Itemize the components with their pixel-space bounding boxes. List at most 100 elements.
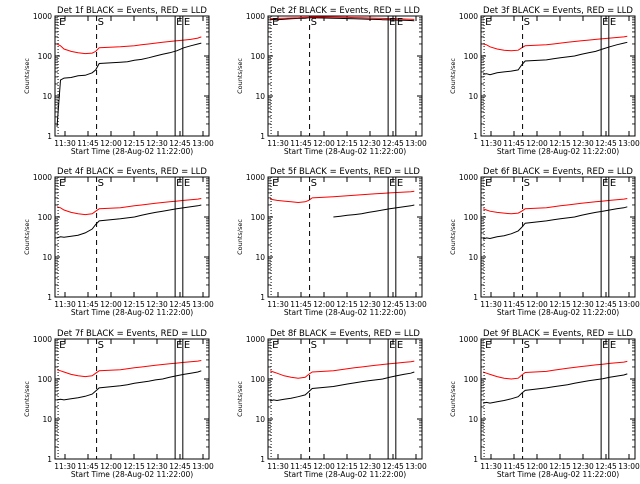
panel-title: Det 1f BLACK = Events, RED = LLD (57, 6, 207, 16)
series-line-lld (269, 16, 415, 20)
x-tick-label: 12:45 (382, 139, 404, 148)
panel-8: Det 8f BLACK = Events, RED = LLD 1 10 100 10… (236, 329, 427, 479)
y-axis-label: Counts/sec (236, 58, 244, 94)
y-tick-label: 10 (42, 415, 52, 424)
y-tick-label: 1000 (246, 12, 265, 21)
x-tick-label: 12:15 (336, 300, 358, 309)
panel-6: Det 6f BLACK = Events, RED = LLD 1 10 100 10… (449, 167, 640, 317)
y-tick-label: 10 (42, 92, 52, 101)
x-tick-label: 12:45 (382, 300, 404, 309)
x-tick-label: 13:00 (192, 300, 214, 309)
marker-label: E (602, 17, 608, 28)
x-tick-label: 12:15 (123, 462, 145, 471)
panel-7: Det 7f BLACK = Events, RED = LLD 1 10 100 10… (23, 329, 214, 479)
panel-1: Det 1f BLACK = Events, RED = LLD 1 10 100 10… (23, 6, 214, 156)
y-tick-label: 1000 (246, 335, 265, 344)
y-tick-label: 100 (464, 375, 479, 384)
panel-title: Det 3f BLACK = Events, RED = LLD (483, 6, 633, 16)
x-tick-label: 11:45 (77, 462, 99, 471)
panel-2: Det 2f BLACK = Events, RED = LLD 1 10 100 10… (236, 6, 427, 156)
x-tick-label: 12:30 (572, 300, 594, 309)
x-tick-label: 11:45 (503, 462, 525, 471)
marker-label: S (98, 178, 104, 189)
x-axis-label: Start Time (28-Aug-02 11:22:00) (71, 308, 193, 317)
x-tick-label: 13:00 (618, 300, 640, 309)
y-tick-label: 100 (251, 213, 266, 222)
y-axis-label: Counts/sec (23, 58, 31, 94)
y-tick-label: 10 (468, 92, 478, 101)
y-axis-label: Counts/sec (23, 219, 31, 255)
x-tick-label: 12:30 (572, 139, 594, 148)
marker-label: E (389, 178, 395, 189)
y-tick-label: 100 (251, 375, 266, 384)
marker-label: E (602, 178, 608, 189)
y-tick-label: 100 (38, 375, 53, 384)
series-line-events (56, 42, 202, 127)
y-axis-label: Counts/sec (23, 381, 31, 417)
plot-frame (54, 176, 210, 298)
panel-title: Det 2f BLACK = Events, RED = LLD (270, 6, 420, 16)
marker-label: E (397, 340, 403, 351)
series-line-lld (482, 360, 628, 380)
panel-title: Det 4f BLACK = Events, RED = LLD (57, 167, 207, 177)
x-tick-label: 12:30 (146, 300, 168, 309)
series-line-lld (269, 190, 415, 204)
x-tick-label: 12:15 (336, 139, 358, 148)
marker-label: E (272, 178, 278, 189)
marker-label: S (98, 340, 104, 351)
plot-frame (267, 176, 423, 298)
x-tick-label: 12:15 (336, 462, 358, 471)
marker-label: E (184, 17, 190, 28)
x-tick-label: 13:00 (192, 462, 214, 471)
series-line-events (56, 204, 202, 239)
x-tick-label: 12:30 (572, 462, 594, 471)
x-tick-label: 11:45 (503, 139, 525, 148)
x-tick-label: 11:30 (267, 300, 289, 309)
y-tick-label: 10 (42, 253, 52, 262)
marker-label: E (176, 340, 182, 351)
marker-label: E (389, 17, 395, 28)
y-tick-label: 100 (464, 213, 479, 222)
series-line-events (333, 204, 415, 218)
panel-4: Det 4f BLACK = Events, RED = LLD 1 10 100 10… (23, 167, 214, 317)
y-tick-label: 1 (473, 455, 478, 464)
marker-label: S (524, 340, 530, 351)
panel-title: Det 6f BLACK = Events, RED = LLD (483, 167, 633, 177)
x-axis-label: Start Time (28-Aug-02 11:22:00) (71, 470, 193, 479)
marker-label: E (184, 178, 190, 189)
x-tick-label: 11:30 (267, 139, 289, 148)
x-tick-label: 13:00 (618, 139, 640, 148)
marker-label: E (59, 17, 65, 28)
y-tick-label: 10 (468, 253, 478, 262)
x-tick-label: 11:45 (77, 300, 99, 309)
series-line-lld (56, 360, 202, 378)
x-tick-label: 11:30 (480, 300, 502, 309)
marker-label: E (184, 340, 190, 351)
x-tick-label: 12:00 (526, 139, 548, 148)
y-axis-label: Counts/sec (449, 381, 457, 417)
series-line-lld (56, 198, 202, 216)
panel-title: Det 9f BLACK = Events, RED = LLD (483, 329, 633, 339)
x-tick-label: 12:15 (123, 139, 145, 148)
x-tick-label: 12:00 (100, 462, 122, 471)
x-axis-label: Start Time (28-Aug-02 11:22:00) (284, 308, 406, 317)
x-tick-label: 12:45 (595, 139, 617, 148)
series-line-events (482, 373, 628, 404)
plot-frame (480, 15, 636, 137)
series-line-events (269, 371, 415, 402)
y-tick-label: 10 (255, 253, 265, 262)
x-axis-label: Start Time (28-Aug-02 11:22:00) (284, 147, 406, 156)
marker-label: E (610, 17, 616, 28)
marker-label: E (176, 17, 182, 28)
marker-label: E (397, 178, 403, 189)
x-axis-label: Start Time (28-Aug-02 11:22:00) (284, 470, 406, 479)
marker-label: E (59, 178, 65, 189)
series-line-lld (56, 36, 202, 55)
marker-label: S (311, 340, 317, 351)
y-tick-label: 1000 (459, 12, 478, 21)
x-tick-label: 12:00 (313, 139, 335, 148)
panel-3: Det 3f BLACK = Events, RED = LLD 1 10 100 10… (449, 6, 640, 156)
y-tick-label: 1 (47, 455, 52, 464)
series-line-events (482, 41, 628, 76)
